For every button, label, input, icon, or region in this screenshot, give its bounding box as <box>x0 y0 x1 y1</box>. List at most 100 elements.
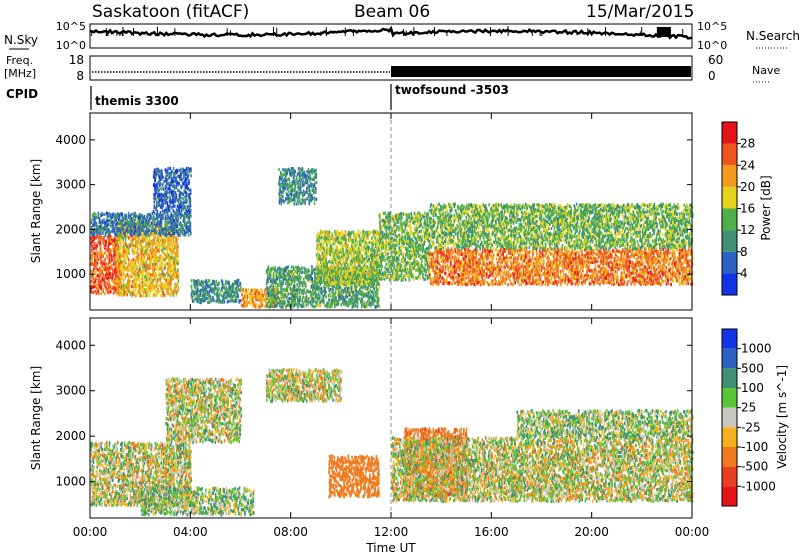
data-cell <box>192 279 195 283</box>
data-cell <box>166 236 168 240</box>
data-cell <box>171 178 174 182</box>
data-cell <box>133 291 135 295</box>
data-cell <box>155 183 157 187</box>
data-cell <box>339 268 341 272</box>
data-cell <box>225 290 227 294</box>
data-cell <box>155 231 158 235</box>
data-cell <box>346 276 348 280</box>
data-cell <box>356 270 358 275</box>
data-cell <box>119 287 122 291</box>
data-cell <box>121 236 123 240</box>
data-cell <box>351 257 353 261</box>
data-cell <box>309 174 311 178</box>
data-cell <box>226 295 228 299</box>
data-cell <box>298 270 301 274</box>
data-cell <box>339 258 342 262</box>
data-cell <box>138 229 141 233</box>
data-cell <box>118 260 121 264</box>
data-cell <box>353 247 355 251</box>
data-cell <box>149 251 152 255</box>
data-cell <box>377 303 380 307</box>
data-cell <box>149 246 152 251</box>
data-cell <box>170 284 172 288</box>
data-cell <box>168 231 170 236</box>
data-cell <box>111 255 113 259</box>
data-cell <box>165 289 168 293</box>
data-cell <box>289 173 291 177</box>
data-cell <box>217 300 220 304</box>
data-cell <box>342 256 344 260</box>
data-cell <box>126 228 129 232</box>
data-cell <box>128 275 130 279</box>
data-cell <box>95 291 98 296</box>
data-cell <box>140 270 143 274</box>
data-cell <box>143 258 146 262</box>
data-cell <box>178 174 180 178</box>
data-cell <box>263 289 266 293</box>
data-cell <box>229 292 232 296</box>
data-cell <box>277 282 279 286</box>
data-cell <box>275 281 277 285</box>
data-cell <box>231 289 234 293</box>
data-cell <box>310 268 313 272</box>
data-cell <box>108 239 111 243</box>
data-cell <box>278 283 280 287</box>
data-cell <box>320 270 323 274</box>
data-cell <box>160 293 162 297</box>
nsky-label: N.Sky <box>4 33 38 47</box>
data-cell <box>182 171 185 175</box>
data-cell <box>170 174 172 178</box>
data-cell <box>174 226 177 230</box>
data-cell <box>144 248 146 252</box>
data-cell <box>270 279 272 283</box>
data-cell <box>119 275 121 279</box>
data-cell <box>132 232 135 236</box>
data-cell <box>185 191 187 195</box>
data-cell <box>147 230 149 234</box>
data-cell <box>177 212 180 216</box>
data-cell <box>279 185 282 189</box>
data-cell <box>335 290 338 294</box>
data-cell <box>347 281 350 285</box>
data-cell <box>337 256 339 260</box>
data-cell <box>346 292 349 296</box>
data-cell <box>280 192 283 196</box>
data-cell <box>204 292 206 296</box>
data-cell <box>191 289 193 293</box>
data-cell <box>310 275 312 279</box>
data-cell <box>133 269 136 273</box>
data-cell <box>313 268 316 272</box>
data-cell <box>98 242 101 246</box>
data-cell <box>284 176 287 180</box>
data-cell <box>164 255 167 259</box>
data-cell <box>308 170 311 174</box>
data-cell <box>296 295 298 299</box>
data-cell <box>216 290 219 295</box>
data-cell <box>126 245 129 249</box>
data-cell <box>189 204 192 208</box>
data-cell <box>145 275 148 280</box>
data-cell <box>140 277 143 281</box>
data-cell <box>278 167 280 172</box>
data-cell <box>168 265 170 269</box>
data-cell <box>155 243 158 247</box>
data-cell <box>164 282 167 286</box>
data-cell <box>348 299 350 303</box>
data-cell <box>323 273 326 277</box>
data-cell <box>178 211 181 216</box>
data-cell <box>305 177 307 181</box>
data-cell <box>270 293 272 297</box>
data-cell <box>98 217 101 221</box>
data-cell <box>263 298 266 302</box>
data-cell <box>179 176 181 180</box>
data-cell <box>359 290 362 294</box>
data-cell <box>159 273 162 277</box>
data-cell <box>294 169 297 173</box>
data-cell <box>170 212 172 216</box>
data-cell <box>170 229 172 233</box>
data-cell <box>91 270 94 274</box>
data-cell <box>302 295 305 300</box>
data-cell <box>174 211 177 215</box>
data-cell <box>350 271 352 275</box>
data-cell <box>116 245 118 249</box>
